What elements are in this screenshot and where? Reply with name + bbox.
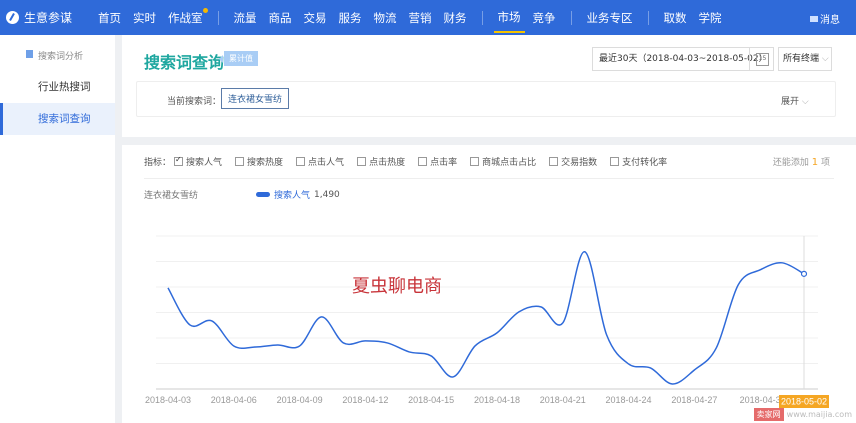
x-tick-label: 2018-04-09 (277, 395, 323, 405)
x-tick-label: 2018-04-06 (211, 395, 257, 405)
nav-separator (570, 10, 572, 25)
highlight-label-bg (779, 395, 829, 408)
top-nav: 生意参谋 首页 实时 作战室 流量 商品 交易 服务 物流 营销 财务 市场 竞争 业务专区 取数 学院 消… (0, 0, 856, 35)
nav-11[interactable]: 竞争 (532, 10, 556, 25)
checkbox-icon[interactable] (174, 155, 184, 166)
query-box: 当前搜索词： 连衣裙女雪纺 展开 ⌵ (136, 81, 836, 117)
metric-checkbox[interactable]: 搜索人气 (174, 155, 222, 168)
nav-7[interactable]: 物流 (373, 10, 397, 25)
nav-0[interactable]: 首页 (98, 10, 121, 25)
checkbox-icon[interactable] (610, 157, 620, 166)
nav-4[interactable]: 商品 (268, 10, 292, 25)
cumulative-badge: 累计值 (219, 51, 258, 66)
sidebar: 搜索词分析 行业热搜词 搜索词查询 (0, 35, 115, 423)
add-more-hint: 还能添加 1 项 (772, 157, 830, 168)
legend-series[interactable]: 搜索人气 1,490 (256, 188, 340, 201)
nav-9[interactable]: 财务 (443, 10, 467, 25)
checkbox-icon[interactable] (296, 157, 306, 166)
nav-separator (217, 10, 219, 25)
query-label: 当前搜索词： (167, 97, 222, 107)
metric-checkbox[interactable]: 点击热度 (357, 155, 405, 168)
metric-checkbox[interactable]: 支付转化率 (610, 155, 667, 168)
watermark: 夏虫聊电商 (352, 276, 442, 297)
nav-6[interactable]: 服务 (338, 10, 362, 25)
nav-3[interactable]: 流量 (233, 10, 257, 25)
x-tick-label: 2018-04-3 (740, 395, 781, 405)
x-tick-label: 2018-04-15 (408, 395, 454, 405)
site-watermark: 卖家网 www.maijia.com (753, 408, 852, 421)
expand-button[interactable]: 展开 ⌵ (781, 97, 809, 107)
nav-2[interactable]: 作战室 (168, 7, 208, 26)
sidebar-section: 搜索词分析 (0, 35, 115, 71)
legend-swatch (256, 192, 270, 197)
calendar-icon[interactable] (749, 48, 773, 70)
envelope-icon (810, 15, 818, 22)
metric-checkbox[interactable]: 交易指数 (549, 155, 597, 168)
highlight-x-label: 2018-05-02 (781, 397, 827, 407)
divider (144, 178, 834, 179)
x-tick-label: 2018-04-21 (540, 395, 586, 405)
checkbox-icon[interactable] (418, 157, 428, 166)
nav-14[interactable]: 学院 (698, 10, 722, 25)
sidebar-item-industry-hot[interactable]: 行业热搜词 (38, 81, 91, 93)
metrics-label: 指标： (144, 158, 172, 168)
document-icon (26, 50, 33, 58)
notification-dot (202, 7, 208, 13)
compass-icon (6, 11, 19, 24)
data-point-highlight (800, 270, 808, 277)
messages-link[interactable]: 消息 (810, 11, 840, 26)
nav-8[interactable]: 营销 (408, 10, 432, 25)
metric-checkbox[interactable]: 点击人气 (296, 155, 344, 168)
checkbox-icon[interactable] (357, 157, 367, 166)
metric-checkbox[interactable]: 搜索热度 (235, 155, 283, 168)
checkbox-icon[interactable] (470, 157, 480, 166)
nav-separator (481, 10, 483, 25)
x-tick-label: 2018-04-18 (474, 395, 520, 405)
nav-13[interactable]: 取数 (663, 10, 687, 25)
date-range-picker[interactable]: 最近30天（2018-04-03~2018-05-02） (592, 47, 774, 71)
nav-1[interactable]: 实时 (133, 10, 156, 25)
legend-keyword: 连衣裙女雪纺 (144, 191, 199, 201)
checkbox-icon[interactable] (235, 157, 245, 166)
x-tick-label: 2018-04-27 (671, 395, 717, 405)
nav-5[interactable]: 交易 (303, 10, 327, 25)
metric-checkbox[interactable]: 点击率 (418, 155, 457, 168)
line-chart[interactable]: 2018-04-03 2018-04-06 2018-04-09 2018-04-12… (122, 145, 856, 423)
sidebar-item-search-query[interactable]: 搜索词查询 (0, 103, 115, 135)
series-line (167, 251, 805, 385)
x-tick-label: 2018-04-24 (606, 395, 652, 405)
x-tick-label: 2018-04-12 (342, 395, 388, 405)
checkbox-icon[interactable] (549, 157, 559, 166)
page-title: 搜索词查询 (144, 53, 225, 72)
nav-separator (647, 10, 649, 25)
query-keyword-tag[interactable]: 连衣裙女雪纺 (221, 88, 290, 109)
nav-12[interactable]: 业务专区 (586, 10, 633, 25)
brand-logo[interactable]: 生意参谋 (6, 9, 92, 26)
x-tick-label: 2018-04-03 (145, 395, 191, 405)
metric-checkbox[interactable]: 商城点击占比 (470, 155, 536, 168)
nav-10[interactable]: 市场 (493, 0, 525, 35)
query-card: 搜索词查询 累计值 最近30天（2018-04-03~2018-05-02） 所… (122, 35, 856, 137)
terminal-select[interactable]: 所有终端 ⌵ (778, 47, 832, 71)
chevron-down-icon: ⌵ (821, 54, 829, 64)
chevron-down-icon: ⌵ (801, 97, 809, 107)
